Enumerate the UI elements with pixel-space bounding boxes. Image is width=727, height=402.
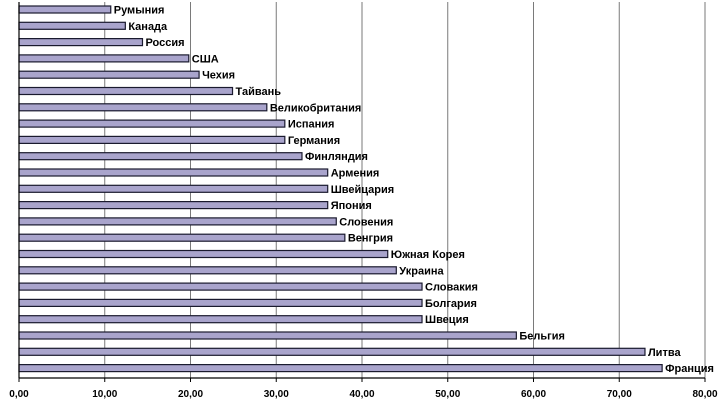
bar	[18, 217, 337, 226]
bar-label: Чехия	[202, 70, 235, 82]
bar-label: Испания	[288, 119, 335, 131]
bar-label: Германия	[288, 135, 340, 147]
x-tick-label: 70,00	[607, 389, 632, 400]
x-tick-label: 0,00	[9, 389, 29, 400]
bar	[18, 119, 286, 128]
bar	[18, 54, 190, 63]
bar	[18, 184, 329, 193]
bar-label: Франция	[665, 363, 714, 375]
bar	[18, 37, 144, 47]
bar-label: Япония	[331, 200, 372, 212]
bar-label: Канада	[128, 21, 168, 33]
bar	[18, 86, 234, 96]
bar-label: Венгрия	[348, 233, 393, 245]
bar	[18, 266, 397, 275]
bar-label: Швейцария	[331, 184, 394, 196]
bar	[18, 201, 329, 210]
bars	[18, 5, 663, 373]
bar-label: Южная Корея	[391, 249, 465, 261]
x-tick-label: 60,00	[521, 389, 546, 400]
bar	[18, 347, 646, 356]
bar-label: Россия	[145, 37, 184, 49]
bar-label: Литва	[648, 347, 681, 359]
bar	[18, 364, 663, 373]
bar-label: Финляндия	[305, 151, 368, 163]
x-tick-label: 10,00	[92, 389, 117, 400]
bar-label: Болгария	[425, 298, 477, 310]
bar-label: Словения	[339, 216, 393, 228]
bar	[18, 21, 126, 30]
x-tick-label: 20,00	[178, 389, 203, 400]
bar	[18, 70, 200, 79]
bar	[18, 135, 286, 144]
bar-label: Швеция	[425, 314, 469, 326]
bar	[18, 282, 423, 291]
bar-label: США	[192, 53, 219, 65]
bar-label: Бельгия	[519, 331, 565, 343]
bar-label: Румыния	[114, 5, 165, 17]
bar	[18, 298, 423, 307]
bar	[18, 331, 517, 340]
bar	[18, 103, 268, 112]
bar-label: Украина	[399, 265, 444, 277]
bar	[18, 249, 389, 259]
bar-label: Армения	[331, 168, 380, 180]
bar	[18, 315, 423, 324]
x-tick-label: 30,00	[264, 389, 289, 400]
bar	[18, 152, 303, 161]
x-tick-label: 50,00	[435, 389, 460, 400]
x-tick-label: 80,00	[692, 389, 717, 400]
bar-label: Тайвань	[236, 86, 282, 98]
x-tick-label: 40,00	[349, 389, 374, 400]
bar	[18, 233, 346, 242]
bar-label: Великобритания	[270, 102, 362, 114]
x-axis: 0,00 10,00 20,00 30,00 40,00 50,00 60,00 70,00 8…	[9, 2, 718, 400]
bar-label: Словакия	[425, 282, 478, 294]
bar	[18, 168, 329, 177]
bar	[18, 5, 112, 14]
